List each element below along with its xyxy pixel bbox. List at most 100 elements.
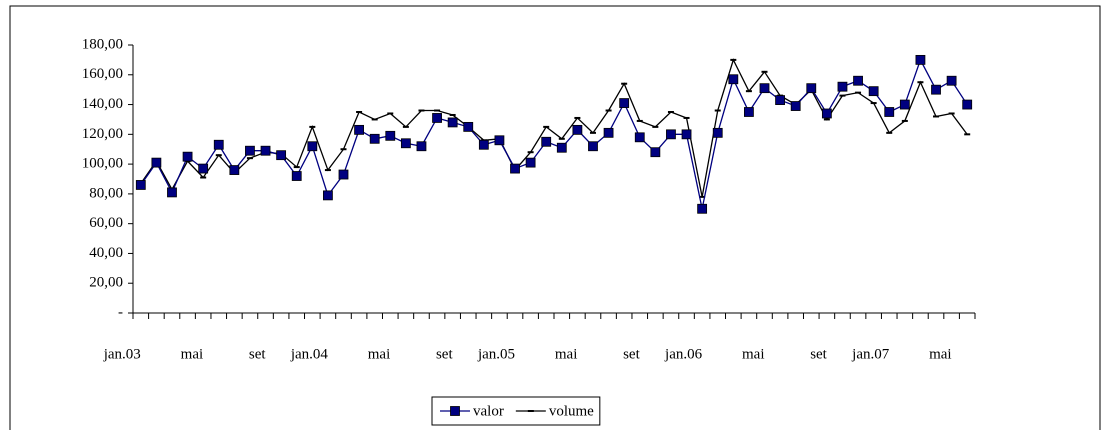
point [761,70,768,73]
point [369,133,380,144]
point [229,165,240,175]
point [182,151,193,162]
point [886,131,893,134]
x-tick-label: jan.05 [477,346,515,362]
point [870,102,877,105]
point [946,75,957,86]
point [884,107,895,117]
point [572,124,583,135]
point [730,58,737,61]
point [634,132,645,143]
point [948,112,955,115]
point [681,129,692,140]
point [246,157,253,160]
point [416,141,427,152]
x-tick-label: set [623,346,640,362]
x-tick-label: mai [368,346,391,362]
point [605,109,612,112]
point [338,169,349,180]
point [527,151,534,154]
point [309,125,316,128]
y-tick-label: 120,00 [82,126,123,142]
point [525,157,536,168]
point [556,142,567,153]
point [699,195,706,198]
point [933,115,940,118]
legend-label: valor [473,403,504,419]
y-tick-label: 80,00 [89,185,123,201]
point [213,139,224,150]
point [371,118,378,121]
point [901,119,908,122]
x-tick-label: mai [929,346,952,362]
point [855,91,862,94]
point [198,163,209,174]
legend-marker [450,406,460,416]
point [293,166,300,169]
point [714,109,721,112]
point [588,141,598,152]
point [745,90,752,93]
y-tick-label: 160,00 [82,66,123,82]
point [151,157,162,168]
y-tick-label: - [118,304,123,320]
point [167,187,177,198]
point [667,111,674,113]
point [775,95,785,105]
point [387,112,394,115]
point [323,190,333,201]
point [837,81,848,92]
x-tick-label: set [810,346,827,362]
point [291,171,302,181]
point [400,138,411,149]
point [245,145,255,156]
point [340,148,347,151]
y-tick-label: 20,00 [89,275,123,291]
point [636,119,643,122]
point [276,150,287,161]
point [434,109,441,112]
legend-label: volume [549,403,594,419]
point [494,135,505,146]
point [915,54,926,65]
x-tick-label: mai [555,346,578,362]
legend: valor volume [431,396,601,426]
x-tick-label: set [436,346,453,362]
point [821,108,832,119]
point [839,94,846,97]
x-tick-label: jan.07 [851,346,890,362]
point [510,163,520,174]
point [135,180,146,190]
point [964,133,971,136]
point [962,99,973,110]
point [449,113,456,116]
point [712,127,723,138]
point [385,130,396,141]
point [541,136,552,147]
point [899,99,910,110]
point [652,125,659,128]
point [478,139,489,150]
x-tick-label: jan.06 [664,346,703,362]
point [324,169,331,172]
point [558,137,565,140]
point [790,101,801,111]
point [744,107,754,117]
point [666,129,676,140]
point [619,98,630,108]
chart-frame [9,5,1101,430]
point [697,203,708,214]
y-tick-label: 60,00 [89,215,123,231]
point [200,176,207,179]
y-tick-label: 100,00 [82,156,123,172]
y-tick-label: 180,00 [82,36,123,52]
point [683,116,690,119]
point [806,83,817,94]
point [650,147,661,158]
y-tick-label: 140,00 [82,96,123,112]
point [868,86,879,97]
point [307,141,318,152]
point [543,125,550,128]
point [402,125,409,128]
